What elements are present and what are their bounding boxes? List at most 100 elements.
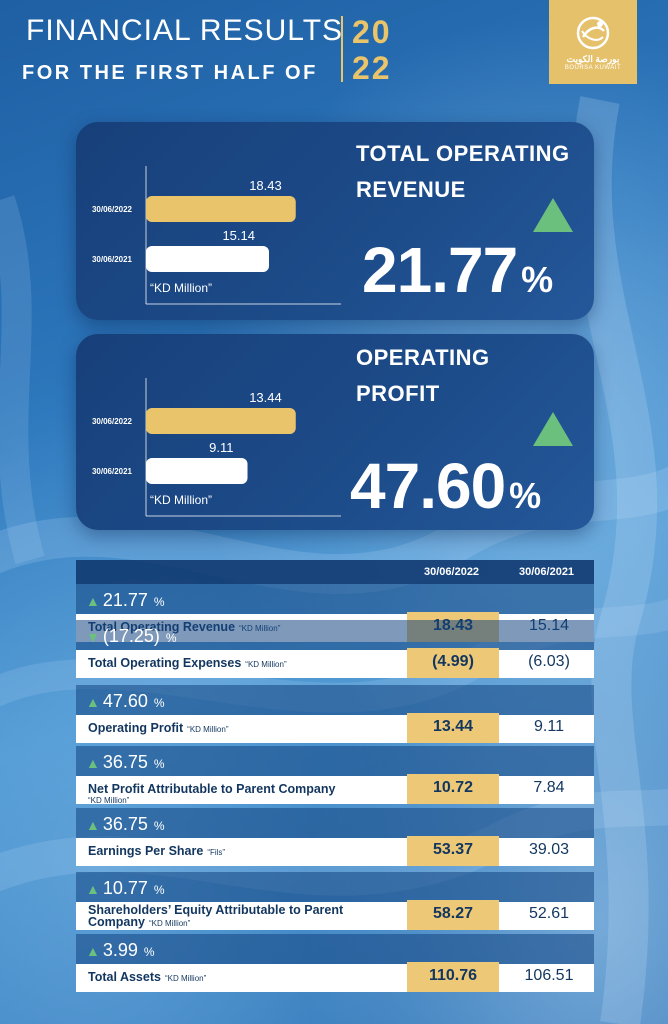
row-label-text: Total Assets (88, 970, 161, 984)
row-value-2022: 58.27 (432, 905, 474, 922)
row-change-value: 36.75 (102, 814, 148, 834)
chart-data-label: 18.43 (249, 178, 282, 193)
year-top: 20 (352, 14, 392, 50)
chart-bar (146, 458, 248, 484)
row-unit: “KD Million” (148, 919, 191, 928)
table-row: ▲ 36.75% Earnings Per Share “Fils” 53.37 39.0… (76, 808, 594, 866)
row-2022-highlight (407, 836, 499, 866)
row-change: ▲ 3.99% (86, 940, 155, 961)
row-2022-highlight (407, 962, 499, 992)
row-change-value: 36.75 (102, 752, 148, 772)
row-change: ▼ (17.25)% (86, 626, 177, 647)
revenue-bar-chart: 30/06/2022 18.43 30/06/2021 15.14 “KD Millio… (92, 166, 341, 305)
kpi-title-line2: REVENUE (356, 177, 466, 202)
kpi-change-value: 21.77 (362, 234, 518, 306)
row-label: Total Operating Expenses “KD Million” (88, 656, 287, 670)
chart-category-label: 30/06/2022 (92, 205, 133, 214)
row-change-value: 3.99 (102, 940, 138, 960)
up-arrow-icon: ▲ (86, 593, 100, 609)
row-value-2022: (4.99) (432, 653, 474, 670)
operating-profit-bar-chart: 30/06/2022 13.44 30/06/2021 9.11 “KD Million… (92, 378, 341, 517)
row-change-value: (17.25) (102, 626, 160, 646)
kpi-card-operating-profit: 30/06/2022 13.44 30/06/2021 9.11 “KD Million… (76, 334, 594, 530)
row-label-text: Shareholders’ Equity Attributable to Par… (88, 903, 344, 917)
kpi-change-value: 47.60 (350, 450, 506, 522)
boursa-kuwait-logo-icon (576, 16, 610, 50)
row-header-band (76, 620, 594, 650)
row-value-2022: 13.44 (432, 718, 474, 735)
row-change: ▲ 21.77% (86, 590, 165, 611)
logo-arabic-text: بورصة الكويت (566, 54, 620, 64)
kpi-change-revenue: 21.77% (362, 238, 553, 302)
chart-bar (146, 408, 296, 434)
row-value-2021: (6.03) (528, 653, 570, 670)
chart-bar (146, 246, 270, 272)
row-change: ▲ 36.75% (86, 814, 165, 835)
table-row: ▲ 3.99% Total Assets “KD Million” 110.76 106.… (76, 934, 594, 992)
row-label: Operating Profit “KD Million” (88, 721, 229, 735)
row-change-unit: % (143, 945, 155, 959)
row-label-text: Net Profit Attributable to Parent Compan… (88, 782, 336, 796)
up-arrow-icon: ▲ (86, 881, 100, 897)
row-label-text: Total Operating Expenses (88, 656, 242, 670)
row-label: Earnings Per Share “Fils” (88, 844, 225, 858)
row-value-band (76, 650, 594, 678)
table-row: ▲ 47.60% Operating Profit “KD Million” 13.44… (76, 685, 594, 743)
row-header-band (76, 934, 594, 964)
row-value-2021: 106.51 (524, 967, 574, 984)
row-unit: “KD Million” (245, 660, 287, 669)
up-arrow-icon: ▲ (86, 694, 100, 710)
chart-category-label: 30/06/2022 (92, 417, 133, 426)
row-value-2022: 53.37 (432, 841, 474, 858)
kpi-title-line1: OPERATING (356, 345, 490, 370)
kpi-title-line1: TOTAL OPERATING (356, 141, 570, 166)
kpi-title-line2: PROFIT (356, 381, 440, 406)
table-header-bar (76, 560, 594, 584)
row-value-band (76, 964, 594, 992)
row-header-band (76, 808, 594, 838)
row-change: ▲ 36.75% (86, 752, 165, 773)
kpi-change-operating-profit: 47.60% (350, 454, 541, 518)
chart-category-label: 30/06/2021 (92, 467, 133, 476)
table-header-2021: 30/06/2021 (519, 566, 575, 578)
boursa-kuwait-logo: بورصة الكويت BOURSA KUWAIT (549, 0, 637, 84)
up-arrow-icon (533, 412, 573, 446)
kpi-title-operating-profit: OPERATING PROFIT (356, 340, 490, 412)
up-arrow-icon: ▲ (86, 943, 100, 959)
row-value-band (76, 776, 594, 804)
chart-x-label: “KD Million” (150, 493, 212, 507)
row-unit: “KD Million” (88, 796, 130, 805)
row-header-band (76, 746, 594, 776)
table-row: ▲ 10.77% Shareholders’ Equity Attributable… (76, 872, 594, 930)
row-2022-highlight (407, 774, 499, 804)
kpi-card-revenue: 30/06/2022 18.43 30/06/2021 15.14 “KD Millio… (76, 122, 594, 320)
row-label-text: Operating Profit (88, 721, 184, 735)
row-header-band (76, 685, 594, 715)
row-value-band (76, 902, 594, 930)
chart-bar (146, 196, 296, 222)
row-change-value: 47.60 (102, 691, 148, 711)
row-change-unit: % (153, 819, 165, 833)
row-value-2021: 7.84 (533, 779, 565, 796)
chart-data-label: 15.14 (222, 228, 255, 243)
row-value-band (76, 715, 594, 743)
kpi-title-revenue: TOTAL OPERATING REVENUE (356, 136, 570, 208)
row-label: Shareholders’ Equity Attributable to Par… (88, 904, 343, 930)
kpi-change-unit: % (509, 475, 542, 516)
up-arrow-icon: ▲ (86, 817, 100, 833)
row-change-unit: % (153, 883, 165, 897)
row-change: ▲ 47.60% (86, 691, 165, 712)
year-bottom: 22 (352, 50, 392, 86)
row-label: Net Profit Attributable to Parent Compan… (88, 782, 335, 805)
chart-x-label: “KD Million” (150, 281, 212, 295)
row-value-2022: 110.76 (428, 967, 478, 984)
row-change-unit: % (153, 696, 165, 710)
down-arrow-icon: ▼ (86, 629, 100, 645)
chart-category-label: 30/06/2021 (92, 255, 133, 264)
row-header-band (76, 584, 594, 614)
row-change-unit: % (153, 595, 165, 609)
row-value-2021: 9.11 (534, 718, 564, 735)
row-change: ▲ 10.77% (86, 878, 165, 899)
header-divider (341, 16, 343, 82)
row-2022-highlight (407, 900, 499, 930)
